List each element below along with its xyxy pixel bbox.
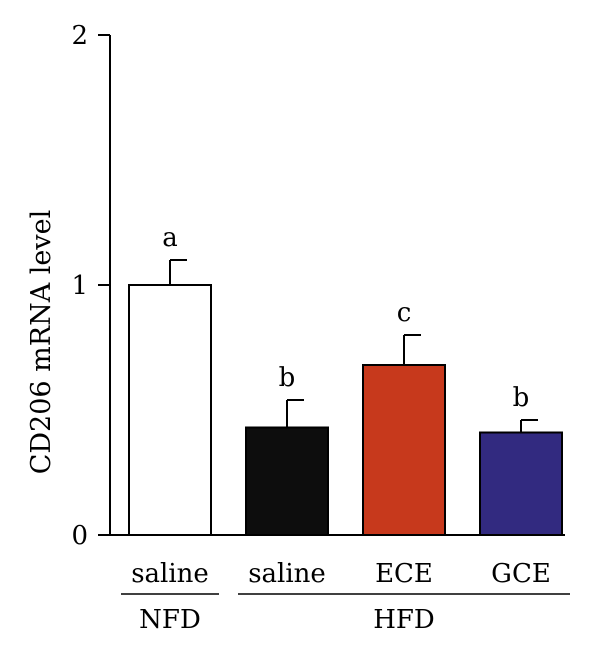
y-tick-label-2: 2: [71, 21, 88, 51]
category-labels: saline saline ECE GCE: [131, 559, 551, 589]
y-tick-label-1: 1: [71, 271, 88, 301]
significance-label-2: c: [397, 298, 412, 328]
significance-label-0: a: [162, 223, 178, 253]
error-bars: [169, 259, 538, 433]
group-label-0: NFD: [139, 605, 201, 635]
bar-2: [362, 364, 446, 536]
y-axis-ticks: 0 1 2: [71, 21, 110, 551]
significance-label-1: b: [279, 363, 296, 393]
category-label-2: ECE: [375, 559, 433, 589]
group-labels: NFD HFD: [121, 593, 570, 635]
group-label-1: HFD: [373, 605, 435, 635]
bar-0: [128, 284, 212, 536]
y-tick-label-0: 0: [71, 521, 88, 551]
bar-1: [245, 426, 329, 536]
category-label-1: saline: [248, 559, 326, 589]
significance-labels: a b c b: [162, 223, 529, 413]
significance-label-3: b: [513, 383, 530, 413]
bars: [128, 284, 563, 536]
y-axis-title: CD206 mRNA level: [26, 210, 57, 475]
bar-3: [479, 431, 563, 536]
category-label-0: saline: [131, 559, 209, 589]
category-label-3: GCE: [491, 559, 551, 589]
